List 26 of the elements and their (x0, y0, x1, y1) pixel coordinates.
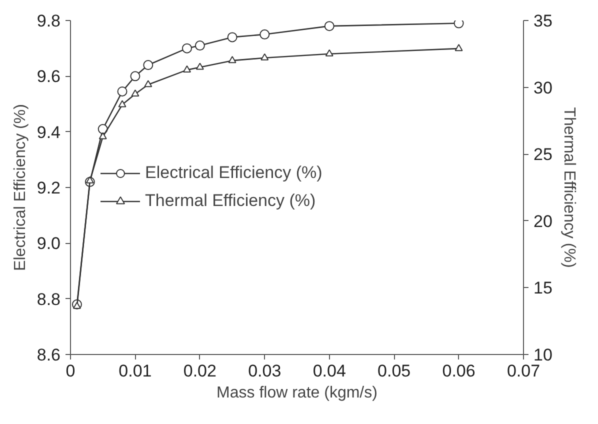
y2-tick-label: 20 (534, 212, 552, 231)
y2-tick-label: 10 (534, 346, 552, 364)
x-tick-label: 0.07 (506, 362, 540, 380)
x-tick-label: 0.02 (183, 362, 216, 380)
x-tick-label: 0 (66, 362, 76, 380)
y2-axis-title: Thermal Efficiency (%) (560, 107, 578, 268)
y-tick-label: 9.4 (36, 122, 61, 142)
y2-tick-label: 30 (534, 78, 552, 98)
y2-tick-label: 15 (534, 278, 552, 298)
y2-tick-label: 25 (534, 145, 552, 164)
legend-label: Electrical Efficiency (%) (145, 163, 322, 183)
x-tick-label: 0.03 (248, 362, 282, 380)
y2-tick-label: 35 (534, 12, 552, 30)
y-tick-label: 9.2 (36, 178, 61, 198)
y-tick-label: 8.8 (36, 290, 61, 309)
y-tick-label: 9.8 (36, 12, 61, 30)
y-axis-title: Electrical Efficiency (%) (12, 104, 29, 271)
x-tick-label: 0.05 (378, 362, 411, 380)
y-tick-label: 9.6 (36, 67, 61, 86)
x-tick-label: 0.04 (312, 362, 346, 380)
x-tick-label: 0.06 (442, 362, 476, 380)
y-tick-label: 9.0 (36, 234, 61, 254)
x-axis-title: Mass flow rate (kgm/s) (216, 384, 378, 402)
y-tick-label: 8.6 (36, 346, 61, 364)
legend-label: Thermal Efficiency (%) (145, 191, 316, 211)
x-tick-label: 0.01 (118, 362, 152, 380)
